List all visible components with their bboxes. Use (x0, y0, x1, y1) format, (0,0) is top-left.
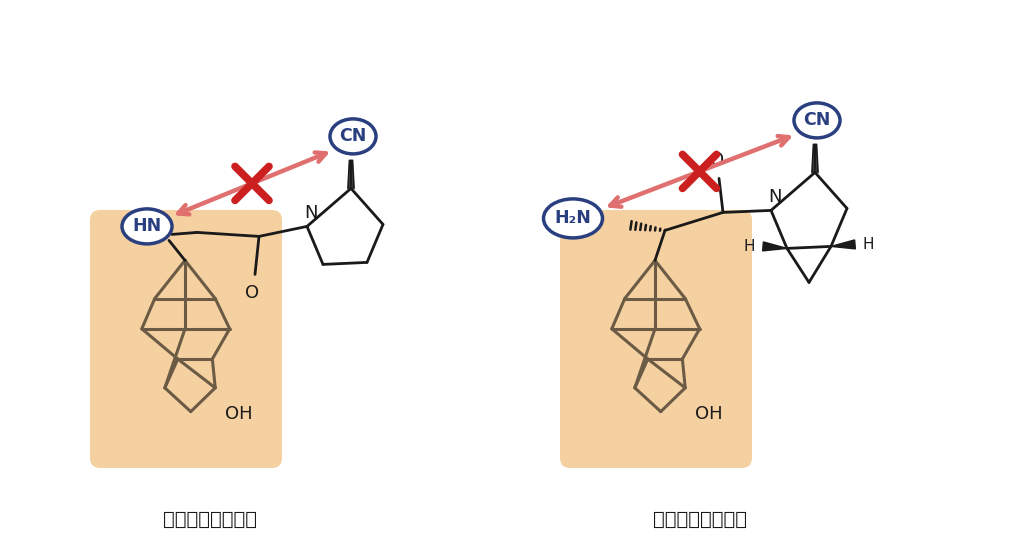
Text: O: O (710, 151, 724, 169)
Text: N: N (304, 204, 317, 222)
Text: CN: CN (339, 127, 367, 146)
FancyBboxPatch shape (560, 210, 752, 468)
Text: O: O (245, 285, 259, 302)
Polygon shape (831, 240, 855, 249)
Ellipse shape (330, 119, 376, 154)
Text: H: H (863, 237, 874, 252)
Text: CN: CN (803, 111, 830, 129)
Text: H₂N: H₂N (555, 209, 592, 227)
Text: OH: OH (225, 405, 253, 423)
Ellipse shape (544, 199, 602, 238)
Polygon shape (763, 242, 787, 251)
Ellipse shape (122, 209, 172, 244)
Text: サキサグリプチン: サキサグリプチン (653, 510, 746, 529)
Ellipse shape (794, 103, 840, 138)
Text: HN: HN (132, 217, 162, 235)
FancyBboxPatch shape (90, 210, 282, 468)
Text: H: H (743, 239, 755, 254)
Text: OH: OH (695, 405, 723, 423)
Text: ビルダグリプチン: ビルダグリプチン (163, 510, 257, 529)
Text: N: N (768, 188, 781, 207)
